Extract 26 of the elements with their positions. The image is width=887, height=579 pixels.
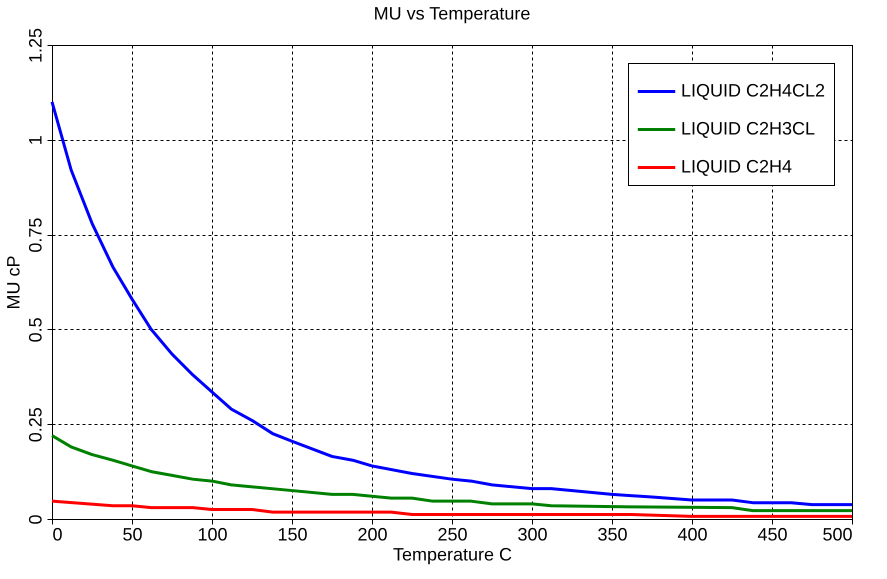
x-tick-label: 0 [52, 524, 63, 544]
y-tick-label: 0.75 [26, 218, 46, 253]
line-series [50, 500, 854, 518]
chart-title: MU vs Temperature [374, 3, 530, 24]
y-tick-label: 1.25 [26, 28, 46, 64]
y-tick-label: 1 [26, 135, 46, 146]
x-tick-label: 150 [277, 524, 308, 544]
line-series [50, 434, 854, 512]
legend-label: LIQUID C2H4 [681, 156, 792, 176]
x-axis-title: Temperature C [392, 544, 512, 564]
y-axis-title: MU cP [4, 256, 24, 310]
y-tick-label: 0 [26, 514, 46, 525]
x-tick-label: 400 [677, 524, 708, 544]
line-series [50, 100, 854, 506]
x-tick-label: 250 [437, 524, 468, 544]
x-tick-label: 500 [822, 524, 852, 544]
x-tick-label: 50 [122, 524, 143, 544]
x-tick-label: 350 [597, 524, 628, 544]
y-tick-label: 0.25 [26, 407, 46, 442]
x-tick-label: 100 [197, 524, 228, 544]
x-tick-label: 450 [757, 524, 788, 544]
legend-label: LIQUID C2H3CL [681, 118, 816, 138]
y-tick-label: 0.5 [26, 317, 46, 342]
legend-label: LIQUID C2H4CL2 [681, 80, 826, 100]
x-tick-label: 200 [357, 524, 388, 544]
x-tick-label: 300 [517, 524, 548, 544]
